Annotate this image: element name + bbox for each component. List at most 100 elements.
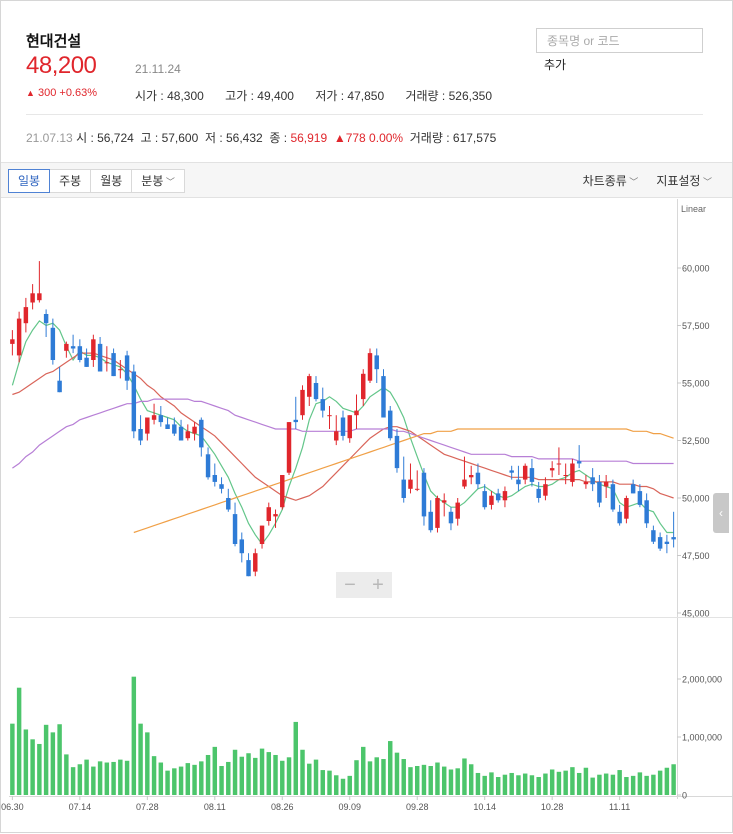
candle-body: [428, 511, 433, 531]
candle-body: [300, 389, 305, 416]
candle-body: [334, 431, 339, 441]
volume-bar: [293, 721, 298, 795]
candle-body: [522, 465, 528, 480]
volume-bar: [671, 764, 676, 795]
time-tick-label: 06.30: [1, 802, 24, 812]
candle-body: [455, 502, 460, 519]
candle-body: [624, 498, 629, 519]
volume-bar: [219, 766, 224, 795]
candle-body: [354, 410, 359, 416]
high-value: 49,400: [257, 89, 294, 103]
collapse-panel-handle[interactable]: ‹: [713, 493, 729, 533]
price-tick-label: 60,000: [682, 264, 710, 274]
zoom-out-button[interactable]: −: [344, 574, 356, 596]
candle-body: [657, 537, 663, 549]
volume-bar: [536, 777, 541, 795]
volume-bar: [104, 762, 110, 795]
hover-change: ▲778 0.00%: [334, 131, 403, 145]
volume-bar: [570, 767, 575, 795]
volume-bar: [158, 762, 164, 795]
candle-body: [536, 488, 541, 498]
candle-body: [273, 514, 278, 517]
volume-bar: [455, 768, 460, 795]
volume-bar: [462, 758, 467, 795]
add-button[interactable]: 추가: [536, 53, 596, 73]
candle-body: [327, 415, 332, 417]
header-divider: [26, 114, 703, 115]
tab-daily[interactable]: 일봉: [8, 169, 51, 193]
volume-bar: [367, 761, 373, 795]
volume-bar: [441, 766, 447, 795]
tab-monthly[interactable]: 월봉: [90, 169, 133, 193]
volume-bar: [495, 777, 501, 795]
candle-body: [10, 339, 15, 344]
hover-open: 56,724: [97, 131, 134, 145]
stock-search-input[interactable]: [537, 29, 702, 52]
candle-body: [192, 426, 197, 434]
volume-bar: [617, 770, 622, 795]
zoom-in-button[interactable]: +: [372, 574, 384, 596]
volume-bar: [489, 772, 494, 795]
candle-body: [529, 468, 535, 482]
candle-body: [556, 463, 562, 465]
candle-body: [124, 355, 130, 381]
open-quote: 시가 : 48,300: [135, 89, 204, 103]
candle-body: [199, 419, 204, 448]
low-quote: 저가 : 47,850: [315, 89, 385, 103]
candle-body: [138, 429, 143, 441]
candle-body: [671, 537, 676, 540]
candle-body: [502, 491, 508, 501]
volume-bar: [556, 771, 562, 795]
indicator-settings-menu[interactable]: 지표설정 ﹀: [656, 172, 712, 189]
volume-tick-label: 0: [682, 791, 687, 801]
volume-bar: [226, 761, 231, 795]
volume-bar: [624, 777, 629, 795]
stock-name: 현대건설: [26, 33, 82, 50]
candle-body: [293, 419, 298, 423]
volume-bar: [590, 777, 595, 795]
volume-bar: [57, 724, 62, 795]
price-volume-chart[interactable]: Linear 60,000 57,500 55,000 52,500 50,000 47,5…: [1, 199, 732, 829]
candle-body: [374, 355, 379, 370]
hover-close: 56,919: [290, 131, 328, 145]
chevron-down-icon: ﹀: [163, 177, 175, 187]
candle-body: [111, 353, 116, 377]
time-tick-label: 07.14: [69, 802, 92, 812]
volume-bar: [448, 769, 454, 795]
chart-type-menu[interactable]: 차트종류 ﹀: [583, 172, 639, 189]
volume-bar: [37, 743, 42, 795]
volume-bar: [610, 774, 616, 795]
volume-bar: [583, 767, 589, 795]
candle-body: [239, 539, 245, 554]
volume-bar: [50, 732, 56, 795]
volume-bar: [273, 754, 278, 795]
candle-body: [448, 511, 454, 524]
zoom-controls: − +: [336, 572, 392, 598]
candle-body: [644, 500, 649, 524]
volume-bar: [300, 749, 305, 795]
candle-body: [226, 498, 231, 510]
candle-body: [178, 426, 184, 441]
volume-bar: [70, 767, 76, 795]
hover-high: 57,600: [161, 131, 199, 145]
candle-body: [610, 484, 616, 510]
tab-weekly[interactable]: 주봉: [49, 169, 92, 193]
candle-body: [97, 343, 103, 372]
volume-bar: [43, 724, 49, 795]
chevron-down-icon: ﹀: [626, 177, 639, 187]
volume-bar: [468, 764, 474, 795]
candle-body: [408, 479, 413, 489]
candle-body: [516, 479, 521, 485]
volume-bar: [118, 759, 123, 795]
candle-body: [421, 472, 427, 517]
candle-body: [313, 383, 319, 400]
volume-bar: [664, 767, 670, 795]
candle-body: [563, 475, 568, 476]
tab-minute[interactable]: 분봉 ﹀: [131, 169, 185, 193]
hover-change-value: 778 0.00%: [345, 131, 404, 145]
candle-body: [131, 371, 137, 432]
hover-date: 21.07.13: [26, 131, 73, 145]
volume-bar: [597, 774, 602, 795]
chart-area[interactable]: Linear 60,000 57,500 55,000 52,500 50,000 47,5…: [1, 199, 732, 829]
candle-body: [617, 511, 622, 524]
